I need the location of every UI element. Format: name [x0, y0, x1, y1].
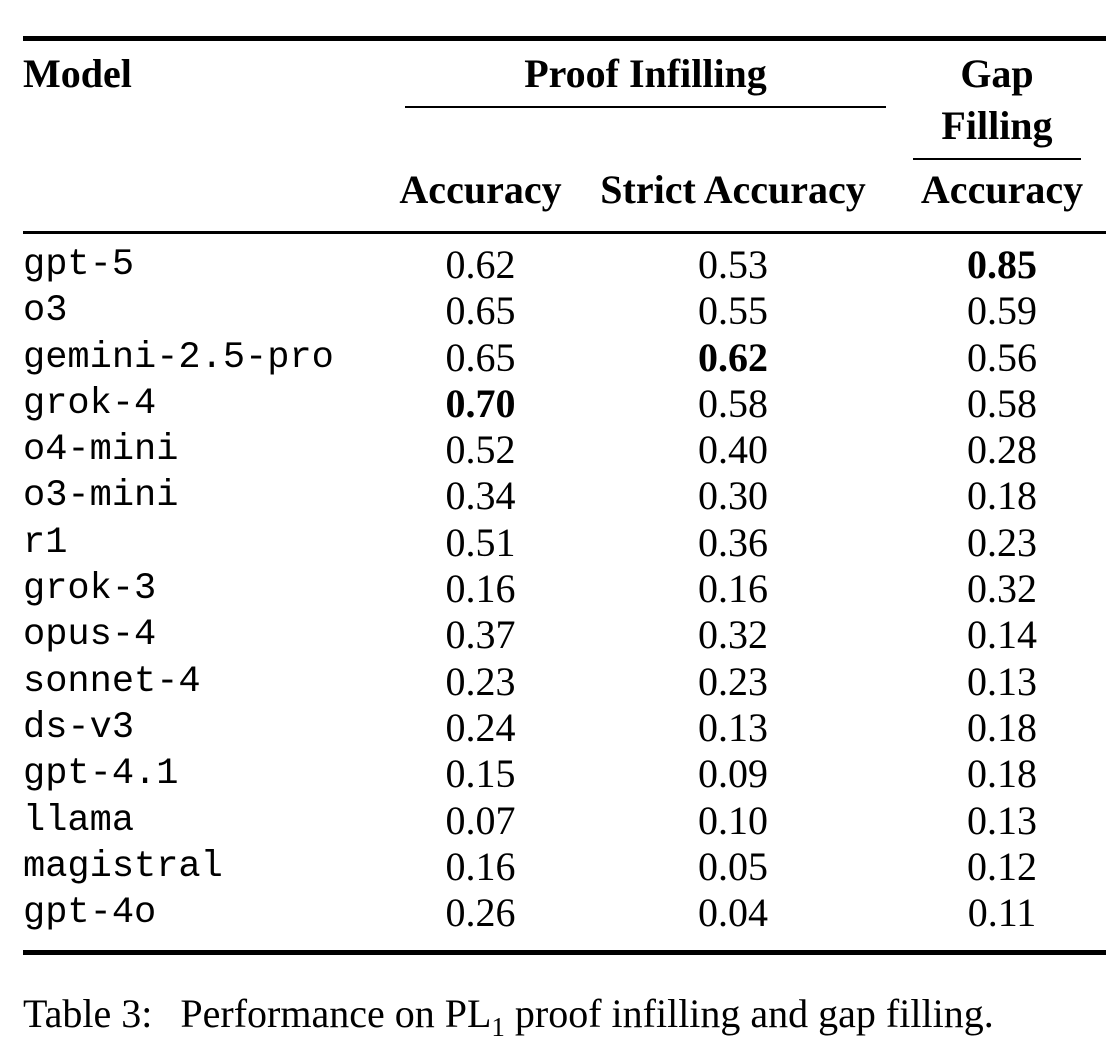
table-row: gemini-2.5-pro 0.65 0.62 0.56 — [23, 335, 1106, 381]
table-row: magistral 0.16 0.05 0.12 — [23, 844, 1106, 890]
model-cell: opus-4 — [23, 614, 157, 657]
pi-accuracy-cell: 0.52 — [445, 427, 516, 473]
pi-strict-accuracy-cell: 0.40 — [698, 427, 768, 473]
table-row: o3-mini 0.34 0.30 0.18 — [23, 473, 1106, 519]
table-caption: Table 3: Performance on PL1 proof infilli… — [23, 988, 1068, 1043]
column-header-gf-accuracy: Accuracy — [898, 160, 1106, 234]
pi-strict-accuracy-cell: 0.30 — [698, 473, 768, 519]
gf-accuracy-cell: 0.59 — [967, 288, 1037, 334]
gf-accuracy-cell: 0.11 — [967, 890, 1037, 936]
pi-accuracy-cell: 0.65 — [445, 334, 516, 380]
pi-strict-accuracy-cell: 0.36 — [698, 519, 768, 565]
table-row: gpt-5 0.62 0.53 0.85 — [23, 233, 1106, 289]
pi-accuracy-cell: 0.16 — [445, 566, 516, 612]
pi-strict-accuracy-cell: 0.10 — [698, 797, 768, 843]
model-cell: gpt-5 — [23, 244, 135, 286]
gf-accuracy-cell: 0.23 — [967, 519, 1037, 565]
gf-accuracy-cell: 0.28 — [967, 427, 1037, 473]
header-group-row: Model Proof Infilling Gap Filling — [23, 39, 1106, 161]
table-row: sonnet-4 0.23 0.23 0.13 — [23, 659, 1106, 705]
model-cell: gemini-2.5-pro — [23, 336, 334, 379]
gf-accuracy-cell: 0.18 — [967, 704, 1037, 750]
pi-accuracy-cell: 0.51 — [445, 519, 516, 565]
column-group-gap-filling: Gap Filling — [898, 39, 1106, 160]
caption-text-after-subscript: proof infilling and gap filling. — [504, 991, 994, 1037]
model-cell: o3-mini — [23, 475, 179, 518]
pi-accuracy-cell: 0.70 — [445, 380, 516, 426]
table-row: grok-3 0.16 0.16 0.32 — [23, 566, 1106, 612]
pi-strict-accuracy-cell: 0.16 — [698, 566, 768, 612]
table-row: r1 0.51 0.36 0.23 — [23, 520, 1106, 566]
pi-accuracy-cell: 0.07 — [445, 797, 516, 843]
gap-filling-spanner: Gap Filling — [913, 48, 1081, 160]
gf-accuracy-cell: 0.85 — [967, 242, 1037, 287]
pi-strict-accuracy-cell: 0.05 — [698, 843, 768, 889]
table-row: o3 0.65 0.55 0.59 — [23, 288, 1106, 334]
gf-accuracy-cell: 0.13 — [967, 797, 1037, 843]
model-cell: o3 — [23, 290, 68, 333]
model-cell: magistral — [23, 845, 223, 888]
caption-subscript: 1 — [491, 1012, 505, 1043]
gf-accuracy-cell: 0.14 — [967, 612, 1037, 658]
gf-accuracy-cell: 0.12 — [967, 843, 1037, 889]
caption-label: Table 3: — [23, 991, 153, 1037]
caption-text-before-subscript: Performance on PL — [180, 991, 492, 1037]
table-row: llama 0.07 0.10 0.13 — [23, 798, 1106, 844]
gf-accuracy-cell: 0.13 — [967, 658, 1037, 704]
column-group-proof-infilling: Proof Infilling — [393, 39, 898, 161]
column-header-pi-accuracy: Accuracy — [393, 160, 568, 234]
model-cell: grok-4 — [23, 382, 157, 425]
column-header-pi-strict-accuracy: Strict Accuracy — [568, 160, 898, 234]
gf-accuracy-cell: 0.18 — [967, 473, 1037, 519]
model-cell: gpt-4o — [23, 892, 157, 935]
table-row: gpt-4.1 0.15 0.09 0.18 — [23, 751, 1106, 797]
table-row: o4-mini 0.52 0.40 0.28 — [23, 427, 1106, 473]
pi-accuracy-cell: 0.37 — [445, 612, 516, 658]
pi-strict-accuracy-cell: 0.58 — [698, 380, 768, 426]
pi-strict-accuracy-cell: 0.32 — [698, 612, 768, 658]
pi-accuracy-cell: 0.23 — [445, 658, 516, 704]
pi-accuracy-cell: 0.62 — [445, 242, 516, 287]
model-cell: grok-3 — [23, 568, 157, 611]
pi-strict-accuracy-cell: 0.09 — [698, 751, 768, 797]
column-header-model: Model — [23, 51, 132, 96]
gf-accuracy-cell: 0.56 — [967, 334, 1037, 380]
model-cell: sonnet-4 — [23, 660, 201, 703]
empty-header-cell — [23, 160, 393, 234]
pi-strict-accuracy-cell: 0.23 — [698, 658, 768, 704]
pi-accuracy-cell: 0.34 — [445, 473, 516, 519]
pi-accuracy-cell: 0.26 — [445, 890, 516, 936]
pi-accuracy-cell: 0.65 — [445, 288, 516, 334]
gf-accuracy-cell: 0.32 — [967, 566, 1037, 612]
table-row: ds-v3 0.24 0.13 0.18 — [23, 705, 1106, 751]
pi-strict-accuracy-cell: 0.53 — [698, 242, 768, 287]
model-cell: llama — [23, 799, 135, 842]
header-sub-row: Accuracy Strict Accuracy Accuracy — [23, 160, 1106, 234]
pi-strict-accuracy-cell: 0.13 — [698, 704, 768, 750]
table-row: grok-4 0.70 0.58 0.58 — [23, 381, 1106, 427]
model-cell: gpt-4.1 — [23, 753, 179, 796]
pi-accuracy-cell: 0.16 — [445, 843, 516, 889]
pi-accuracy-cell: 0.24 — [445, 704, 516, 750]
model-cell: ds-v3 — [23, 706, 135, 749]
results-table: Model Proof Infilling Gap Filling Accura… — [23, 36, 1106, 956]
gf-accuracy-cell: 0.58 — [967, 380, 1037, 426]
results-table-wrap: Model Proof Infilling Gap Filling Accura… — [23, 36, 1106, 956]
table-row: gpt-4o 0.26 0.04 0.11 — [23, 890, 1106, 953]
gf-accuracy-cell: 0.18 — [967, 751, 1037, 797]
proof-infilling-spanner: Proof Infilling — [405, 48, 886, 108]
pi-strict-accuracy-cell: 0.55 — [698, 288, 768, 334]
pi-strict-accuracy-cell: 0.62 — [698, 334, 768, 380]
model-cell: o4-mini — [23, 429, 179, 472]
pi-accuracy-cell: 0.15 — [445, 751, 516, 797]
model-cell: r1 — [23, 521, 68, 564]
table-row: opus-4 0.37 0.32 0.14 — [23, 612, 1106, 658]
pi-strict-accuracy-cell: 0.04 — [698, 890, 768, 936]
